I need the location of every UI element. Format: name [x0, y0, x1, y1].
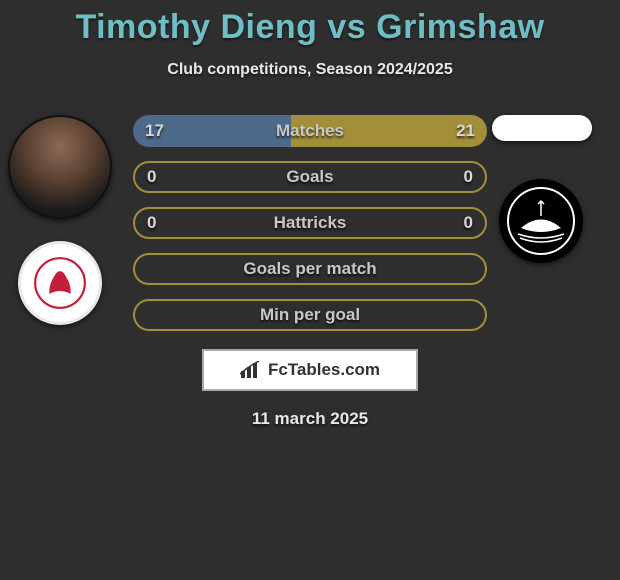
left-player-column — [8, 115, 118, 325]
stat-value-left: 0 — [147, 213, 156, 233]
stat-bar: Matches 17 21 — [133, 115, 487, 147]
player-avatar-left — [8, 115, 112, 219]
chart-icon — [240, 361, 262, 379]
subtitle: Club competitions, Season 2024/2025 — [0, 61, 620, 79]
stat-label: Goals per match — [243, 259, 376, 279]
stat-value-left: 0 — [147, 167, 156, 187]
footer-date: 11 march 2025 — [0, 409, 620, 429]
stat-bar: Goals 0 0 — [133, 161, 487, 193]
player-avatar-right — [492, 115, 592, 141]
club-badge-right — [499, 179, 583, 263]
stat-label: Min per goal — [260, 305, 360, 325]
stat-value-left: 17 — [145, 121, 164, 141]
comparison-panel: Matches 17 21 Goals 0 0 Hattricks 0 0 Goals per m… — [0, 115, 620, 331]
stat-value-right: 0 — [464, 213, 473, 233]
stat-bar: Min per goal — [133, 299, 487, 331]
stat-bars: Matches 17 21 Goals 0 0 Hattricks 0 0 Goals per m… — [133, 115, 487, 331]
stat-label: Goals — [286, 167, 333, 187]
club-crest-left-icon — [21, 244, 99, 322]
stat-value-right: 21 — [456, 121, 475, 141]
club-badge-left — [18, 241, 102, 325]
brand-badge: FcTables.com — [202, 349, 418, 391]
stat-label: Hattricks — [274, 213, 347, 233]
club-crest-right-icon — [506, 186, 576, 256]
brand-text: FcTables.com — [268, 360, 380, 380]
page-title: Timothy Dieng vs Grimshaw — [0, 0, 620, 47]
right-player-column — [492, 115, 602, 263]
stat-bar: Hattricks 0 0 — [133, 207, 487, 239]
stat-label: Matches — [276, 121, 344, 141]
stat-bar: Goals per match — [133, 253, 487, 285]
stat-value-right: 0 — [464, 167, 473, 187]
